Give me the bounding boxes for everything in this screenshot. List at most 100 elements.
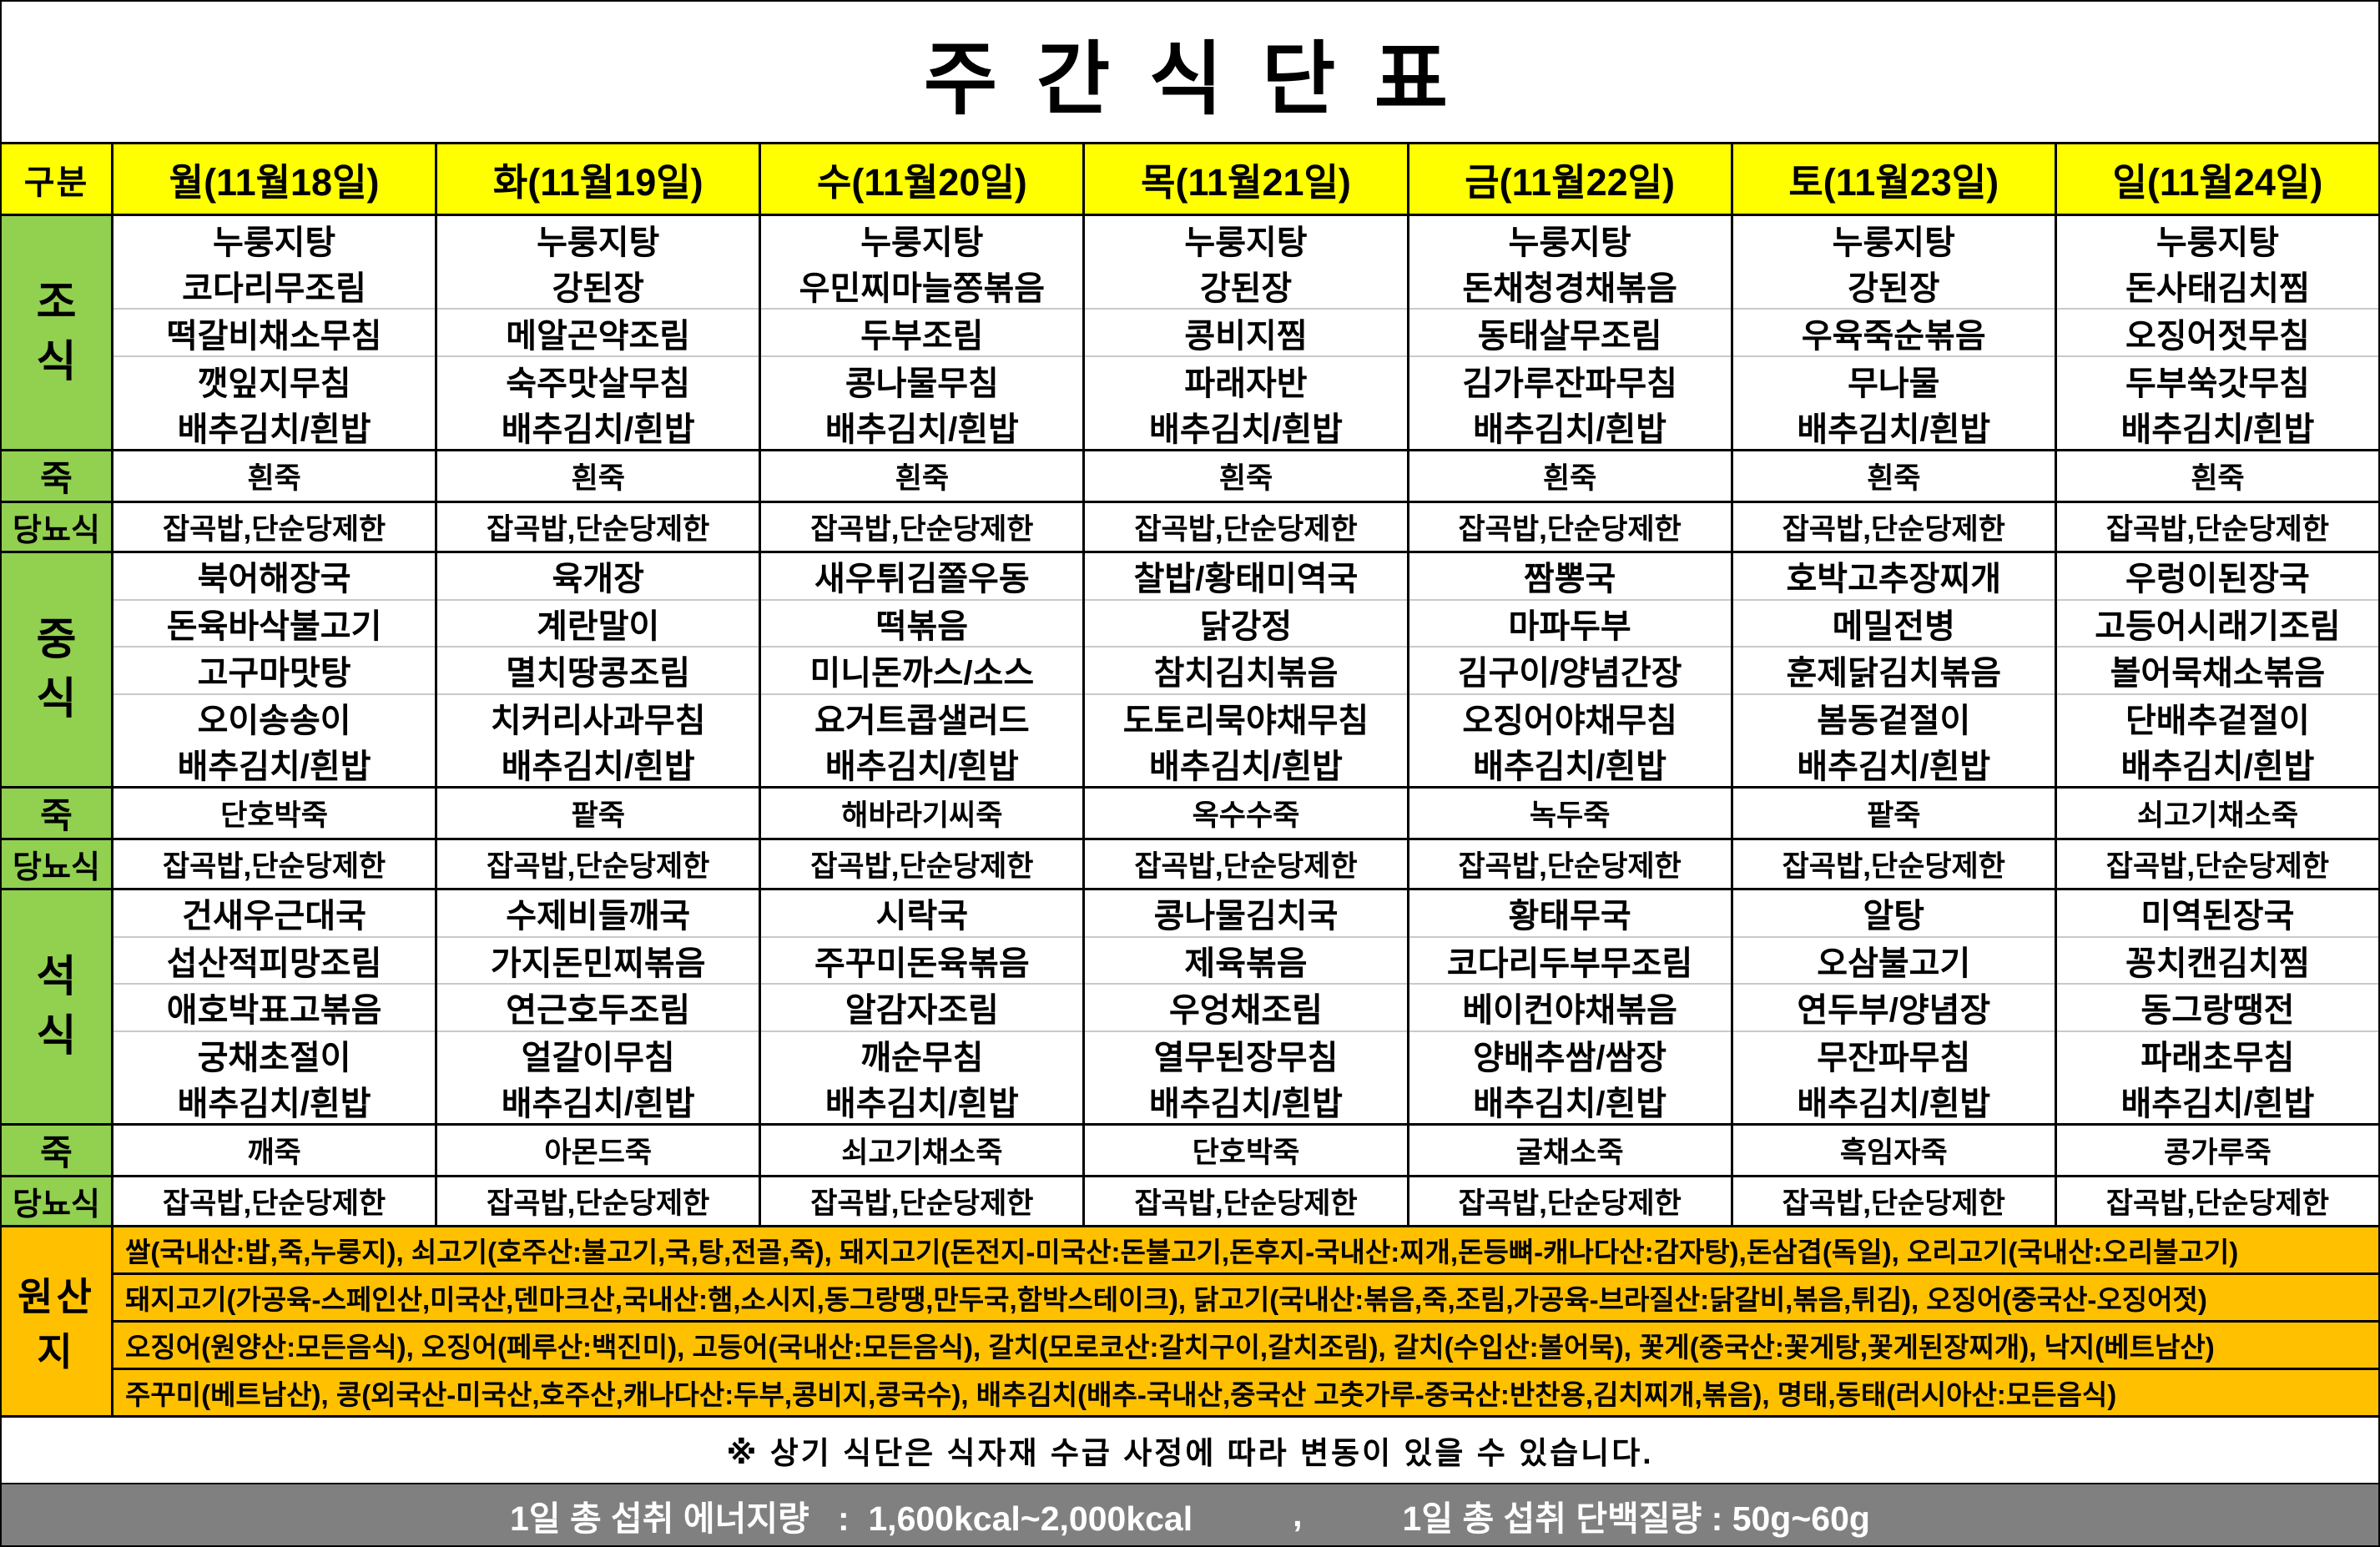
meal-item: 호박고추장찌개 bbox=[1732, 553, 2055, 601]
diabetic-cell: 잡곡밥,단순당제한 bbox=[113, 1177, 438, 1225]
section-label-breakfast: 조 식 bbox=[2, 216, 113, 449]
meal-item: 파래자반 bbox=[1184, 365, 1308, 402]
meal-item: 배추김치/흰밥 bbox=[1149, 748, 1343, 785]
meal-cell: 알탕 오삼불고기 연두부/양념장 무잔파무침 배추김치/흰밥 bbox=[1732, 890, 2057, 1123]
meal-cell: 미역된장국 꽁치캔김치찜 동그랑땡전 파래초무침 배추김치/흰밥 bbox=[2056, 890, 2378, 1123]
meal-item: 배추김치/흰밥 bbox=[501, 1085, 695, 1122]
meal-item: 깨순무침 bbox=[860, 1040, 984, 1077]
meal-item: 짬뽕국 bbox=[1409, 553, 1731, 601]
meal-item: 연두부/양념장 bbox=[1732, 985, 2055, 1032]
porridge-value: 흰죽 bbox=[247, 462, 301, 495]
meal-item: 꽁치캔김치찜 bbox=[2056, 938, 2378, 985]
meal-item: 코다리무조림 bbox=[113, 262, 436, 310]
meal-item: 강된장 bbox=[1732, 262, 2055, 310]
meal-item: 우육죽순볶음 bbox=[1732, 310, 2055, 357]
meal-item: 주꾸미돈육볶음 bbox=[761, 938, 1083, 985]
meal-item: 오징어젓무침 bbox=[2056, 310, 2378, 357]
diabetic-value: 잡곡밥,단순당제한 bbox=[1782, 1187, 2005, 1220]
porridge-value: 흰죽 bbox=[1218, 462, 1273, 495]
porridge-cell: 쇠고기채소죽 bbox=[2057, 789, 2378, 838]
meal-item: 배추김치/흰밥 bbox=[1797, 411, 1991, 448]
meal-item: 누룽지탕 bbox=[212, 224, 336, 261]
meal-cell: 짬뽕국 마파두부 김구이/양념간장 오징어야채무침 배추김치/흰밥 bbox=[1409, 553, 1733, 786]
meal-item: 배추김치/흰밥 bbox=[1149, 411, 1343, 448]
porridge-cell: 흰죽 bbox=[437, 451, 762, 501]
meal-item: 볼어묵채소볶음 bbox=[2056, 648, 2378, 695]
section-porridge-3: 죽 깨죽 아몬드죽 쇠고기채소죽 단호박죽 굴채소죽 흑임자죽 콩가루죽 bbox=[2, 1126, 2378, 1177]
meal-item: 알탕 bbox=[1732, 890, 2055, 938]
meal-cell: 우렁이된장국 고등어시래기조림 볼어묵채소볶음 단배추겉절이 배추김치/흰밥 bbox=[2056, 553, 2378, 786]
meal-item: 배추김치/흰밥 bbox=[824, 411, 1019, 448]
origin-lines: 쌀(국내산:밥,죽,누룽지), 쇠고기(호주산:불고기,국,탕,전골,죽), 돼… bbox=[113, 1227, 2378, 1415]
diabetic-cell: 잡곡밥,단순당제한 bbox=[1409, 503, 1733, 551]
menu-table: 구분 월(11월18일) 화(11월19일) 수(11월20일) 목(11월21일) 금… bbox=[2, 142, 2378, 1418]
meal-cell: 찰밥/황태미역국 닭강정 참치김치볶음 도토리묵야채무침 배추김치/흰밥 bbox=[1085, 553, 1409, 786]
meal-item: 배추김치/흰밥 bbox=[501, 748, 695, 785]
meal-item: 배추김치/흰밥 bbox=[1797, 748, 1991, 785]
meal-item: 배추김치/흰밥 bbox=[824, 748, 1019, 785]
meal-item: 북어해장국 bbox=[113, 553, 436, 601]
meal-item: 연근호두조림 bbox=[437, 985, 759, 1032]
meal-item: 황태무국 bbox=[1409, 890, 1731, 938]
origin-line-1: 쌀(국내산:밥,죽,누룽지), 쇠고기(호주산:불고기,국,탕,전골,죽), 돼… bbox=[113, 1227, 2378, 1275]
porridge-cell: 흰죽 bbox=[1409, 451, 1733, 501]
meal-item: 참치김치볶음 bbox=[1085, 648, 1407, 695]
meal-item: 떡볶음 bbox=[761, 601, 1083, 648]
section-label-lunch: 중 식 bbox=[2, 553, 113, 786]
meal-item: 메알곤약조림 bbox=[437, 310, 759, 357]
meal-item: 누룽지탕 bbox=[1184, 224, 1308, 261]
diabetic-value: 잡곡밥,단순당제한 bbox=[1134, 513, 1358, 546]
meal-item: 돈육바삭불고기 bbox=[113, 601, 436, 648]
porridge-value: 단호박죽 bbox=[220, 799, 328, 832]
meal-cell: 누룽지탕 돈채청경채볶음 동태살무조림 김가루잔파무침 배추김치/흰밥 bbox=[1409, 216, 1733, 449]
meal-item: 멸치땅콩조림 bbox=[437, 648, 759, 695]
meal-item: 떡갈비채소무침 bbox=[113, 310, 436, 357]
meal-item: 메밀전병 bbox=[1732, 601, 2055, 648]
section-dinner: 석 식 건새우근대국 섭산적피망조림 애호박표고볶음 궁채초절이 배추김치/흰밥 수제비들깨… bbox=[2, 890, 2378, 1126]
meal-cell: 새우튀김쫄우동 떡볶음 미니돈까스/소스 요거트콥샐러드 배추김치/흰밥 bbox=[761, 553, 1086, 786]
meal-item: 돈사태김치찜 bbox=[2056, 262, 2378, 310]
diabetic-value: 잡곡밥,단순당제한 bbox=[810, 1187, 1034, 1220]
origin-label: 원산지 bbox=[2, 1227, 113, 1415]
notice-text: ※ 상기 식단은 식자재 수급 사정에 따라 변동이 있을 수 있습니다. bbox=[726, 1436, 1654, 1470]
meal-item: 가지돈민찌볶음 bbox=[437, 938, 759, 985]
header-corner-label: 구분 bbox=[2, 144, 113, 214]
meal-cell: 누룽지탕 강된장 콩비지찜 파래자반 배추김치/흰밥 bbox=[1085, 216, 1409, 449]
meal-item: 배추김치/흰밥 bbox=[1473, 411, 1667, 448]
meal-item: 배추김치/흰밥 bbox=[1149, 1085, 1343, 1122]
meal-item: 배추김치/흰밥 bbox=[2120, 1085, 2315, 1122]
porridge-value: 아몬드죽 bbox=[544, 1136, 653, 1169]
meal-cell: 호박고추장찌개 메밀전병 훈제닭김치볶음 봄동겉절이 배추김치/흰밥 bbox=[1732, 553, 2057, 786]
meal-item: 배추김치/흰밥 bbox=[177, 1085, 371, 1122]
porridge-cell: 해바라기씨죽 bbox=[761, 789, 1086, 838]
porridge-value: 해바라기씨죽 bbox=[841, 799, 1003, 832]
porridge-value: 흰죽 bbox=[895, 462, 950, 495]
meal-item: 오이송송이 bbox=[197, 703, 351, 740]
diabetic-value: 잡곡밥,단순당제한 bbox=[1134, 850, 1358, 883]
meal-item: 배추김치/흰밥 bbox=[2120, 411, 2315, 448]
porridge-cell: 흰죽 bbox=[113, 451, 438, 501]
meal-item: 고등어시래기조림 bbox=[2056, 601, 2378, 648]
diabetic-cell: 잡곡밥,단순당제한 bbox=[1085, 503, 1409, 551]
meal-item: 제육볶음 bbox=[1085, 938, 1407, 985]
diabetic-cell: 잡곡밥,단순당제한 bbox=[1733, 1177, 2057, 1225]
meal-item: 오징어야채무침 bbox=[1462, 703, 1677, 740]
header-day-2: 수(11월20일) bbox=[761, 144, 1086, 214]
diabetic-value: 잡곡밥,단순당제한 bbox=[487, 513, 710, 546]
section-label-diabetic-3: 당뇨식 bbox=[2, 1177, 113, 1225]
diabetic-cell: 잡곡밥,단순당제한 bbox=[113, 503, 438, 551]
diabetic-cell: 잡곡밥,단순당제한 bbox=[1733, 840, 2057, 888]
meal-item: 훈제닭김치볶음 bbox=[1732, 648, 2055, 695]
porridge-value: 쇠고기채소죽 bbox=[2136, 799, 2299, 832]
meal-item: 도토리묵야채무침 bbox=[1122, 703, 1369, 740]
meal-item: 치커리사과무침 bbox=[490, 703, 706, 740]
section-lunch: 중 식 북어해장국 돈육바삭불고기 고구마맛탕 오이송송이 배추김치/흰밥 육개장 계란말이 멸… bbox=[2, 553, 2378, 789]
meal-cell: 누룽지탕 코다리무조림 떡갈비채소무침 깻잎지무침 배추김치/흰밥 bbox=[113, 216, 438, 449]
meal-item: 콩나물무침 bbox=[845, 365, 999, 402]
meal-item: 단배추겉절이 bbox=[2125, 703, 2310, 740]
diabetic-cell: 잡곡밥,단순당제한 bbox=[1733, 503, 2057, 551]
meal-cell: 누룽지탕 우민찌마늘쫑볶음 두부조림 콩나물무침 배추김치/흰밥 bbox=[761, 216, 1086, 449]
header-day-5: 토(11월23일) bbox=[1733, 144, 2057, 214]
diabetic-value: 잡곡밥,단순당제한 bbox=[1458, 513, 1682, 546]
porridge-cell: 굴채소죽 bbox=[1409, 1126, 1733, 1175]
